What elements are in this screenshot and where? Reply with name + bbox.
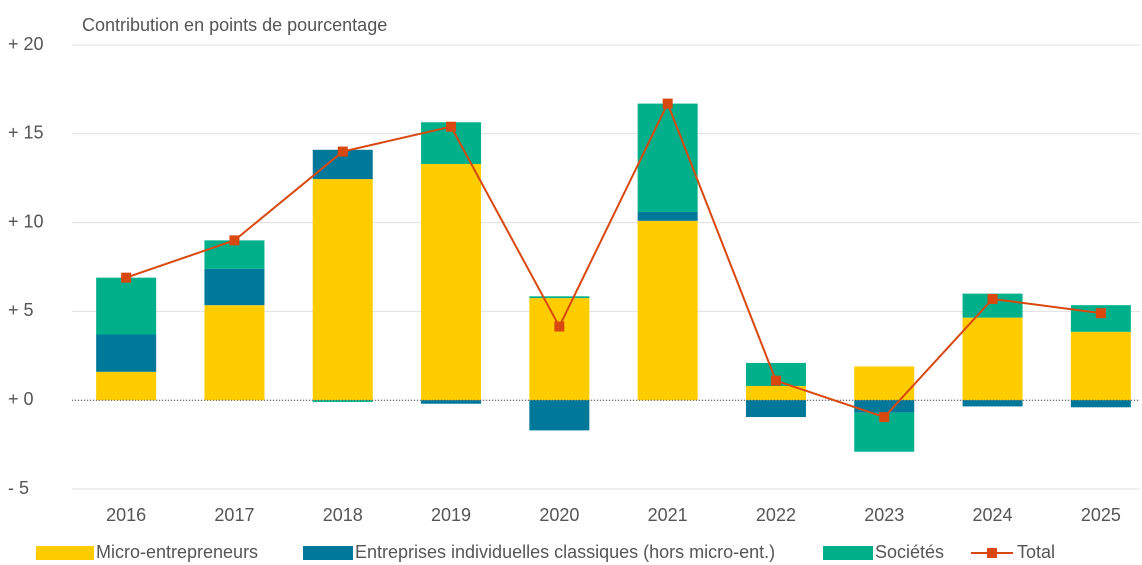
bar (204, 268, 265, 306)
bar (637, 103, 698, 212)
y-tick-label: + 0 (8, 389, 34, 409)
bar (1070, 331, 1131, 401)
x-tick-label: 2022 (756, 505, 796, 525)
bar (962, 317, 1023, 401)
marker (446, 121, 457, 132)
bar (637, 220, 698, 401)
axis-label: Contribution en points de pourcentage (82, 15, 387, 35)
x-tick-label: 2019 (431, 505, 471, 525)
marker (879, 412, 890, 423)
bar (529, 298, 590, 401)
bar (96, 334, 157, 372)
legend-swatch (987, 548, 997, 558)
bar (96, 371, 157, 401)
x-tick-label: 2025 (1081, 505, 1121, 525)
legend-swatch (36, 546, 94, 560)
bar (96, 277, 157, 335)
marker (1095, 308, 1106, 319)
bar (962, 400, 1023, 407)
legend-label: Micro-entrepreneurs (96, 542, 258, 562)
legend-label: Sociétés (875, 542, 944, 562)
y-tick-label: + 20 (8, 34, 44, 54)
y-tick-label: + 15 (8, 123, 44, 143)
x-tick-label: 2018 (323, 505, 363, 525)
x-tick-label: 2024 (973, 505, 1013, 525)
bar (312, 400, 373, 402)
line (125, 101, 1101, 419)
bar (745, 385, 806, 401)
y-tick-label: + 10 (8, 211, 44, 231)
x-tick-label: 2017 (214, 505, 254, 525)
bar (1070, 400, 1131, 408)
bar (529, 296, 590, 299)
marker (987, 293, 998, 304)
bar (962, 293, 1023, 318)
marker (662, 98, 673, 109)
bar (529, 400, 590, 431)
legend-label: Total (1017, 542, 1055, 562)
bar (854, 400, 915, 413)
x-tick-label: 2021 (648, 505, 688, 525)
y-tick-label: + 5 (8, 300, 34, 320)
marker (554, 321, 565, 332)
bar (745, 362, 806, 386)
legend-swatch (823, 546, 873, 560)
bar (421, 163, 482, 401)
bar (204, 305, 265, 401)
bar (312, 179, 373, 401)
x-tick-label: 2023 (864, 505, 904, 525)
x-tick-label: 2016 (106, 505, 146, 525)
marker (229, 235, 240, 246)
bar (421, 400, 482, 404)
legend-swatch (303, 546, 353, 560)
bar (745, 400, 806, 418)
bar (637, 211, 698, 221)
marker (770, 375, 781, 386)
x-tick-label: 2020 (539, 505, 579, 525)
y-tick-label: - 5 (8, 478, 29, 498)
marker (337, 146, 348, 157)
marker (121, 272, 132, 283)
legend-label: Entreprises individuelles classiques (ho… (355, 542, 775, 562)
